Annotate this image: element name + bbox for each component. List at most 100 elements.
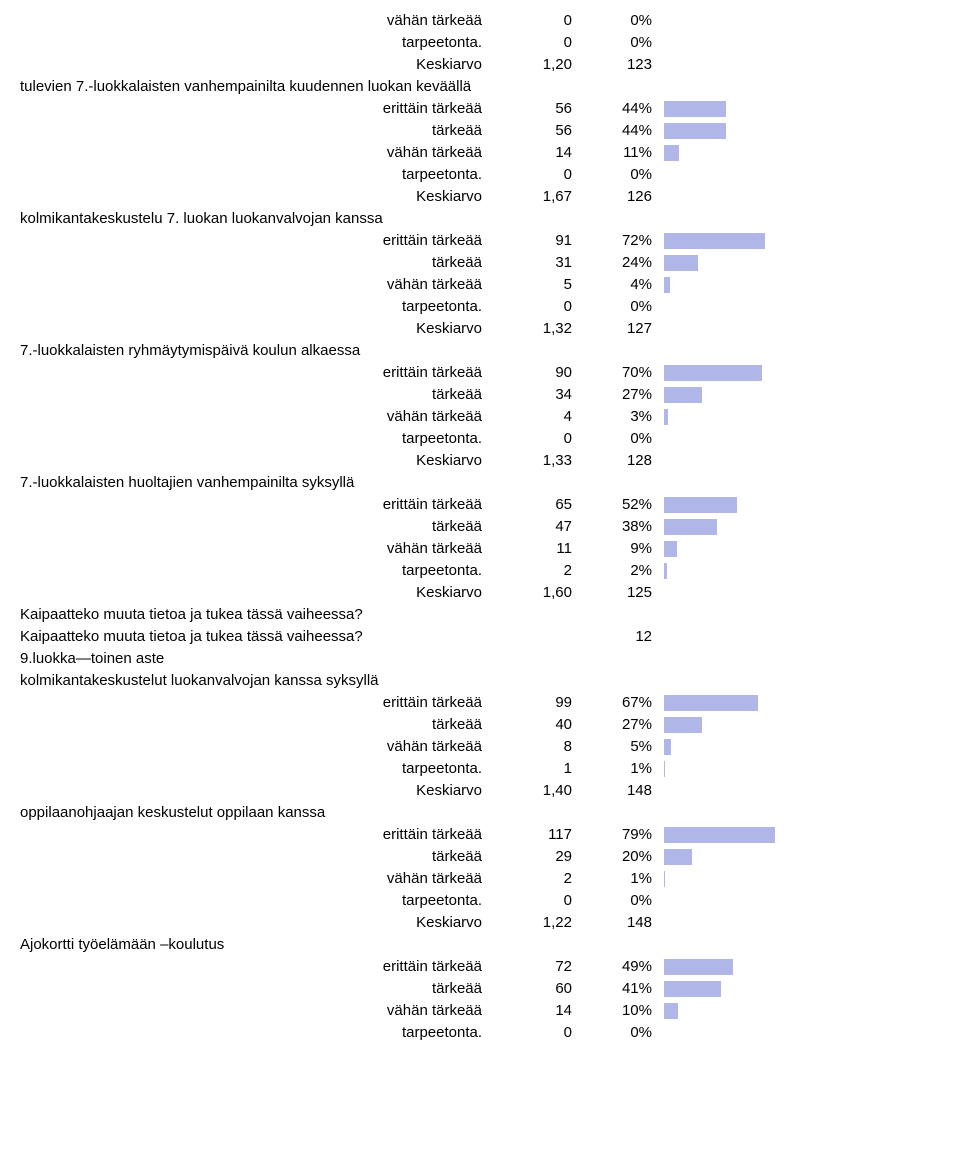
row-value-2: 1% [580, 758, 660, 780]
row-label: vähän tärkeää [20, 10, 500, 32]
average-row: Keskiarvo1,33128 [20, 450, 940, 472]
text-label: Kaipaatteko muuta tietoa ja tukea tässä … [20, 626, 500, 648]
row-label: erittäin tärkeää [20, 362, 500, 384]
row-value-1: 91 [500, 230, 580, 252]
section-heading: 7.-luokkalaisten huoltajien vanhempainil… [20, 472, 940, 494]
scale-row: tarpeetonta.22% [20, 560, 940, 582]
percentage-bar [664, 739, 671, 755]
row-value-2: 126 [580, 186, 660, 208]
row-value-2: 67% [580, 692, 660, 714]
row-value-1: 65 [500, 494, 580, 516]
row-value-1: 56 [500, 98, 580, 120]
percentage-bar [664, 695, 758, 711]
average-row: Keskiarvo1,67126 [20, 186, 940, 208]
row-label: tärkeää [20, 846, 500, 868]
row-label: tärkeää [20, 252, 500, 274]
row-value-1: 0 [500, 1022, 580, 1044]
row-value-1: 11 [500, 538, 580, 560]
scale-row: tarpeetonta.00% [20, 1022, 940, 1044]
scale-row: tärkeää2920% [20, 846, 940, 868]
percentage-bar [664, 497, 737, 513]
row-value-1: 60 [500, 978, 580, 1000]
scale-row: tärkeää6041% [20, 978, 940, 1000]
percentage-bar [664, 233, 765, 249]
percentage-bar [664, 255, 698, 271]
percentage-bar [664, 123, 726, 139]
row-label: erittäin tärkeää [20, 494, 500, 516]
row-value-1: 1,32 [500, 318, 580, 340]
scale-row: erittäin tärkeää11779% [20, 824, 940, 846]
percentage-bar [664, 981, 721, 997]
row-value-1: 31 [500, 252, 580, 274]
row-label: vähän tärkeää [20, 406, 500, 428]
average-row: Keskiarvo1,40148 [20, 780, 940, 802]
bar-cell [660, 871, 810, 887]
row-value-2: 70% [580, 362, 660, 384]
average-row: Keskiarvo1,22148 [20, 912, 940, 934]
row-value-2: 72% [580, 230, 660, 252]
scale-row: vähän tärkeää1411% [20, 142, 940, 164]
percentage-bar [664, 849, 692, 865]
row-value-1: 5 [500, 274, 580, 296]
row-value-1: 8 [500, 736, 580, 758]
row-value-2: 148 [580, 780, 660, 802]
row-label: erittäin tärkeää [20, 230, 500, 252]
row-value-1: 0 [500, 10, 580, 32]
section-heading: Kaipaatteko muuta tietoa ja tukea tässä … [20, 604, 940, 626]
row-value-2: 0% [580, 428, 660, 450]
row-label: vähän tärkeää [20, 274, 500, 296]
scale-row: tärkeää4027% [20, 714, 940, 736]
percentage-bar [664, 1003, 678, 1019]
bar-cell [660, 739, 810, 755]
percentage-bar [664, 101, 726, 117]
row-value-2: 24% [580, 252, 660, 274]
heading-text: 7.-luokkalaisten huoltajien vanhempainil… [20, 472, 940, 494]
percentage-bar [664, 563, 667, 579]
row-value-2: 20% [580, 846, 660, 868]
row-value-2: 125 [580, 582, 660, 604]
row-value-1: 2 [500, 868, 580, 890]
row-value-1: 72 [500, 956, 580, 978]
bar-cell [660, 695, 810, 711]
bar-cell [660, 145, 810, 161]
bar-cell [660, 101, 810, 117]
bar-cell [660, 849, 810, 865]
row-value-1: 47 [500, 516, 580, 538]
row-value-2: 2% [580, 560, 660, 582]
percentage-bar [664, 519, 717, 535]
percentage-bar [664, 145, 679, 161]
bar-cell [660, 233, 810, 249]
scale-row: tarpeetonta.00% [20, 890, 940, 912]
row-value-2: 38% [580, 516, 660, 538]
row-label: tarpeetonta. [20, 428, 500, 450]
row-value-2: 27% [580, 714, 660, 736]
row-value-1: 117 [500, 824, 580, 846]
row-value-1: 0 [500, 32, 580, 54]
row-value-2: 44% [580, 98, 660, 120]
bar-cell [660, 497, 810, 513]
scale-row: erittäin tärkeää9172% [20, 230, 940, 252]
row-label: tärkeää [20, 384, 500, 406]
section-heading: 7.-luokkalaisten ryhmäytymispäivä koulun… [20, 340, 940, 362]
heading-text: Kaipaatteko muuta tietoa ja tukea tässä … [20, 604, 940, 626]
scale-row: erittäin tärkeää6552% [20, 494, 940, 516]
percentage-bar [664, 827, 775, 843]
percentage-bar [664, 717, 702, 733]
heading-text: Ajokortti työelämään –koulutus [20, 934, 940, 956]
row-label: vähän tärkeää [20, 142, 500, 164]
scale-row: vähän tärkeää119% [20, 538, 940, 560]
scale-row: erittäin tärkeää9070% [20, 362, 940, 384]
bar-cell [660, 277, 810, 293]
row-label: tärkeää [20, 516, 500, 538]
bar-cell [660, 827, 810, 843]
row-value-1: 1 [500, 758, 580, 780]
row-value-2: 4% [580, 274, 660, 296]
row-label: erittäin tärkeää [20, 956, 500, 978]
row-value-2: 41% [580, 978, 660, 1000]
percentage-bar [664, 541, 677, 557]
section-heading: kolmikantakeskustelut luokanvalvojan kan… [20, 670, 940, 692]
row-label: vähän tärkeää [20, 868, 500, 890]
row-value-1: 4 [500, 406, 580, 428]
section-heading: Ajokortti työelämään –koulutus [20, 934, 940, 956]
scale-row: erittäin tärkeää5644% [20, 98, 940, 120]
